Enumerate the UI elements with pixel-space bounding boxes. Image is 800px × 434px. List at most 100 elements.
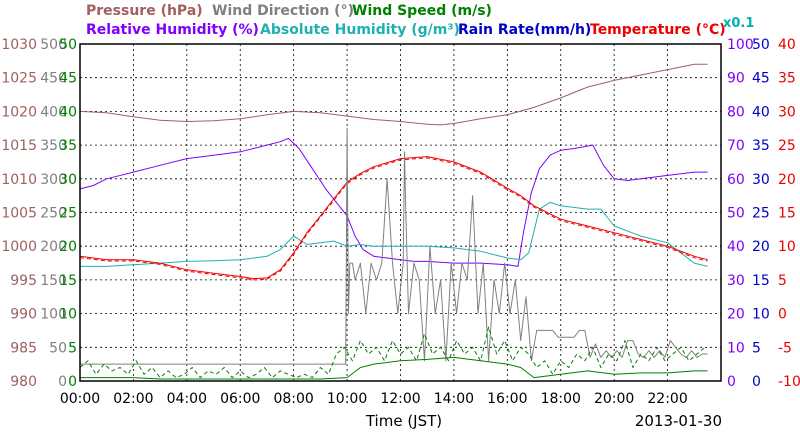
y-tick-temperature: 0 (778, 307, 787, 323)
y-tick-rain-rate: 50 (752, 37, 770, 53)
header-scale-note: x0.1 (723, 16, 754, 31)
y-tick-humidity: 60 (727, 172, 745, 188)
y-tick-wind-direction: 250 (40, 206, 67, 222)
axis-ticks: 1030102510201015101010051000995990985980… (1, 37, 800, 407)
series-line-wind-speed-gust (79, 326, 706, 379)
x-tick-label: 02:00 (113, 391, 153, 407)
y-tick-temperature: 5 (778, 273, 787, 289)
y-tick-humidity: 80 (727, 104, 745, 120)
y-tick-temperature: -10 (778, 374, 800, 390)
y-tick-humidity: 70 (727, 138, 745, 154)
y-tick-wind-speed: 20 (59, 239, 77, 255)
y-tick-wind-speed: 25 (59, 206, 77, 222)
y-tick-wind-direction: 100 (40, 307, 67, 323)
y-tick-temperature: 25 (778, 138, 796, 154)
y-tick-temperature: 30 (778, 104, 796, 120)
y-tick-wind-speed: 0 (68, 374, 77, 390)
y-tick-wind-direction: 0 (58, 374, 67, 390)
y-tick-wind-speed: 40 (59, 104, 77, 120)
y-tick-rain-rate: 35 (752, 138, 770, 154)
x-tick-label: 12:00 (380, 391, 420, 407)
series-line-absolute-humidity-g-m (80, 201, 708, 267)
x-tick-label: 14:00 (434, 391, 474, 407)
y-tick-pressure: 1005 (1, 206, 37, 222)
header-rain-rate-label: Rain Rate(mm/h) (458, 22, 591, 38)
y-tick-humidity: 20 (727, 307, 745, 323)
y-tick-wind-direction: 450 (40, 71, 67, 87)
y-tick-wind-direction: 50 (49, 340, 67, 356)
y-tick-temperature: 15 (778, 206, 796, 222)
y-tick-pressure: 1025 (1, 71, 37, 87)
series-line-wind-direction (80, 127, 708, 365)
header-row-1: Pressure (hPa) Wind Direction (°) Wind S… (86, 3, 492, 19)
y-tick-humidity: 30 (727, 273, 745, 289)
y-tick-pressure: 1020 (1, 104, 37, 120)
y-tick-pressure: 1010 (1, 172, 37, 188)
y-tick-pressure: 1015 (1, 138, 37, 154)
y-tick-pressure: 995 (10, 273, 37, 289)
y-tick-rain-rate: 10 (752, 307, 770, 323)
y-tick-temperature: -5 (778, 340, 792, 356)
x-tick-label: 04:00 (167, 391, 207, 407)
y-tick-pressure: 1030 (1, 37, 37, 53)
header-wind-speed-label: Wind Speed (m/s) (352, 3, 492, 19)
y-tick-pressure: 1000 (1, 239, 37, 255)
grid (80, 44, 721, 381)
y-tick-rain-rate: 25 (752, 206, 770, 222)
header-temperature-label: Temperature (°C) (590, 22, 726, 38)
y-tick-wind-direction: 150 (40, 273, 67, 289)
y-tick-wind-direction: 400 (40, 104, 67, 120)
y-tick-wind-speed: 35 (59, 138, 77, 154)
date-label: 2013-01-30 (635, 412, 722, 430)
y-tick-wind-speed: 10 (59, 307, 77, 323)
series-line-relative-humidity (79, 137, 708, 267)
y-tick-rain-rate: 40 (752, 104, 770, 120)
y-tick-wind-speed: 5 (68, 340, 77, 356)
y-tick-humidity: 90 (727, 71, 745, 87)
y-tick-wind-direction: 200 (40, 239, 67, 255)
x-axis-label: Time (JST) (365, 412, 442, 430)
y-tick-wind-direction: 500 (40, 37, 67, 53)
header-relative-humidity-label: Relative Humidity (%) (86, 22, 259, 38)
plot-frame (79, 43, 722, 382)
y-tick-temperature: 40 (778, 37, 796, 53)
y-tick-humidity: 100 (727, 37, 754, 53)
y-tick-rain-rate: 15 (752, 273, 770, 289)
y-tick-humidity: 0 (727, 374, 736, 390)
y-tick-humidity: 10 (727, 340, 745, 356)
series-line-temperature-c (79, 156, 708, 280)
y-tick-rain-rate: 30 (752, 172, 770, 188)
y-tick-temperature: 10 (778, 239, 796, 255)
series-layer (79, 63, 708, 380)
y-tick-pressure: 990 (10, 307, 37, 323)
series-line-pressure-hpa (79, 63, 708, 126)
y-tick-humidity: 50 (727, 206, 745, 222)
y-tick-humidity: 40 (727, 239, 745, 255)
x-tick-label: 00:00 (60, 391, 100, 407)
x-tick-label: 10:00 (327, 391, 367, 407)
x-tick-label: 22:00 (647, 391, 687, 407)
y-tick-pressure: 985 (10, 340, 37, 356)
x-tick-label: 16:00 (487, 391, 527, 407)
y-tick-wind-speed: 15 (59, 273, 77, 289)
x-tick-label: 08:00 (273, 391, 313, 407)
series-line-dew-point (79, 157, 708, 281)
x-tick-label: 18:00 (541, 391, 581, 407)
x-tick-label: 20:00 (594, 391, 634, 407)
header-absolute-humidity-label: Absolute Humidity (g/m³) (260, 22, 460, 38)
y-tick-rain-rate: 20 (752, 239, 770, 255)
y-tick-rain-rate: 5 (752, 340, 761, 356)
header-row-2: Relative Humidity (%) Absolute Humidity … (86, 16, 754, 38)
y-tick-pressure: 980 (10, 374, 37, 390)
y-tick-rain-rate: 45 (752, 71, 770, 87)
y-tick-wind-speed: 50 (59, 37, 77, 53)
y-tick-wind-speed: 45 (59, 71, 77, 87)
y-tick-wind-direction: 300 (40, 172, 67, 188)
y-tick-temperature: 20 (778, 172, 796, 188)
header-wind-direction-label: Wind Direction (°) (212, 3, 354, 19)
y-tick-rain-rate: 0 (752, 374, 761, 390)
y-tick-temperature: 35 (778, 71, 796, 87)
y-tick-wind-direction: 350 (40, 138, 67, 154)
